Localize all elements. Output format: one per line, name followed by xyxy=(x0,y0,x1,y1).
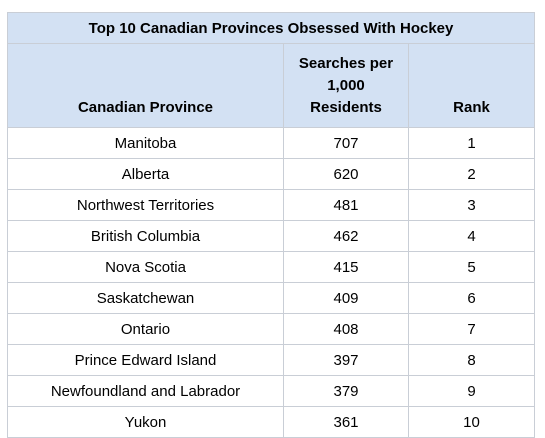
cell-searches: 379 xyxy=(283,375,409,407)
cell-province: Ontario xyxy=(7,313,284,345)
ranking-table-container: Top 10 Canadian Provinces Obsessed With … xyxy=(6,12,536,438)
cell-province: Nova Scotia xyxy=(7,251,284,283)
cell-rank: 5 xyxy=(407,251,536,283)
cell-searches: 409 xyxy=(283,282,409,314)
cell-province: Alberta xyxy=(7,158,284,190)
header-rank: Rank xyxy=(407,43,536,128)
table-row: Northwest Territories 481 3 xyxy=(7,189,536,221)
cell-searches: 481 xyxy=(283,189,409,221)
header-province: Canadian Province xyxy=(7,43,284,128)
header-searches: Searches per 1,000 Residents xyxy=(283,43,409,128)
cell-rank: 10 xyxy=(407,406,536,438)
table-row: British Columbia 462 4 xyxy=(7,220,536,252)
header-searches-line1: Searches per xyxy=(298,55,394,72)
cell-rank: 9 xyxy=(407,375,536,407)
cell-province: Manitoba xyxy=(7,127,284,159)
table-row: Manitoba 707 1 xyxy=(7,127,536,159)
cell-rank: 1 xyxy=(407,127,536,159)
cell-searches: 361 xyxy=(283,406,409,438)
cell-province: Northwest Territories xyxy=(7,189,284,221)
ranking-table: Top 10 Canadian Provinces Obsessed With … xyxy=(6,12,536,438)
cell-province: British Columbia xyxy=(7,220,284,252)
cell-searches: 620 xyxy=(283,158,409,190)
cell-searches: 408 xyxy=(283,313,409,345)
table-title: Top 10 Canadian Provinces Obsessed With … xyxy=(6,12,536,44)
table-row: Prince Edward Island 397 8 xyxy=(7,344,536,376)
cell-province: Newfoundland and Labrador xyxy=(7,375,284,407)
table-row: Saskatchewan 409 6 xyxy=(7,282,536,314)
cell-rank: 3 xyxy=(407,189,536,221)
cell-rank: 2 xyxy=(407,158,536,190)
cell-province: Saskatchewan xyxy=(7,282,284,314)
table-row: Ontario 408 7 xyxy=(7,313,536,345)
table-header-row: Canadian Province Searches per 1,000 Res… xyxy=(7,43,536,128)
table-row: Alberta 620 2 xyxy=(7,158,536,190)
cell-rank: 7 xyxy=(407,313,536,345)
table-title-row: Top 10 Canadian Provinces Obsessed With … xyxy=(6,12,536,44)
header-searches-line2: 1,000 xyxy=(327,77,365,94)
table-row: Yukon 361 10 xyxy=(7,406,536,438)
cell-searches: 415 xyxy=(283,251,409,283)
cell-searches: 397 xyxy=(283,344,409,376)
header-searches-line3: Residents xyxy=(310,99,382,116)
cell-rank: 6 xyxy=(407,282,536,314)
cell-searches: 462 xyxy=(283,220,409,252)
cell-rank: 8 xyxy=(407,344,536,376)
cell-searches: 707 xyxy=(283,127,409,159)
table-row: Newfoundland and Labrador 379 9 xyxy=(7,375,536,407)
cell-province: Prince Edward Island xyxy=(7,344,284,376)
cell-rank: 4 xyxy=(407,220,536,252)
cell-province: Yukon xyxy=(7,406,284,438)
table-row: Nova Scotia 415 5 xyxy=(7,251,536,283)
